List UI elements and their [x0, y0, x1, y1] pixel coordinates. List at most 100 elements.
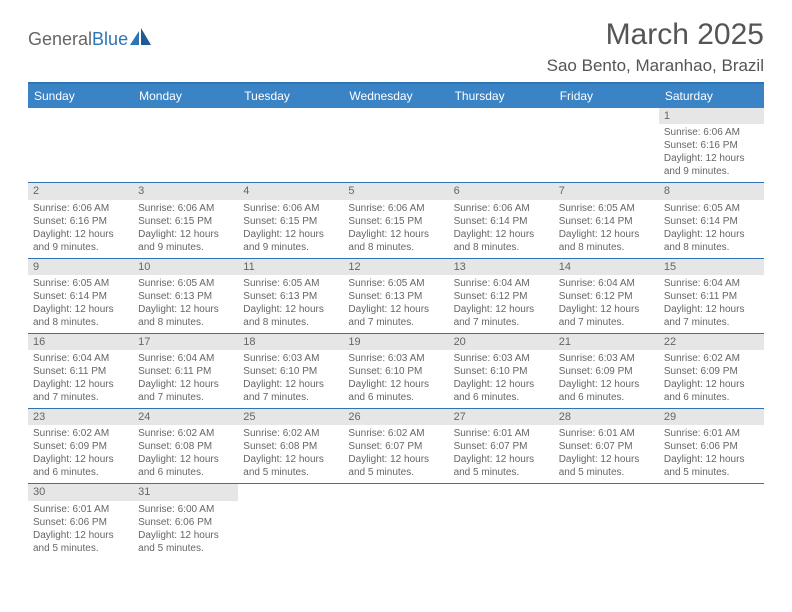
sunrise-line: Sunrise: 6:04 AM — [33, 352, 128, 365]
day-number: 22 — [659, 334, 764, 350]
day-cell: 24Sunrise: 6:02 AMSunset: 6:08 PMDayligh… — [133, 409, 238, 483]
day-body: Sunrise: 6:03 AMSunset: 6:10 PMDaylight:… — [238, 350, 343, 408]
day-number: 2 — [28, 183, 133, 199]
day-number: 6 — [449, 183, 554, 199]
day-number: 24 — [133, 409, 238, 425]
sunset-line: Sunset: 6:13 PM — [348, 290, 443, 303]
week-row: 9Sunrise: 6:05 AMSunset: 6:14 PMDaylight… — [28, 259, 764, 334]
day-body: Sunrise: 6:04 AMSunset: 6:11 PMDaylight:… — [659, 275, 764, 333]
daylight-line-1: Daylight: 12 hours — [559, 453, 654, 466]
day-cell: 6Sunrise: 6:06 AMSunset: 6:14 PMDaylight… — [449, 183, 554, 257]
day-cell: 25Sunrise: 6:02 AMSunset: 6:08 PMDayligh… — [238, 409, 343, 483]
logo: GeneralBlue — [28, 18, 152, 51]
sunrise-line: Sunrise: 6:05 AM — [138, 277, 233, 290]
daylight-line-1: Daylight: 12 hours — [243, 453, 338, 466]
day-body: Sunrise: 6:05 AMSunset: 6:13 PMDaylight:… — [238, 275, 343, 333]
daylight-line-1: Daylight: 12 hours — [664, 152, 759, 165]
sunrise-line: Sunrise: 6:03 AM — [559, 352, 654, 365]
header: GeneralBlue March 2025 Sao Bento, Maranh… — [28, 18, 764, 76]
daylight-line-1: Daylight: 12 hours — [348, 378, 443, 391]
day-number: 5 — [343, 183, 448, 199]
day-cell — [554, 484, 659, 558]
weekday-thursday: Thursday — [449, 84, 554, 108]
logo-text-1: General — [28, 29, 92, 50]
day-cell — [238, 484, 343, 558]
day-cell: 1Sunrise: 6:06 AMSunset: 6:16 PMDaylight… — [659, 108, 764, 182]
sunrise-line: Sunrise: 6:02 AM — [664, 352, 759, 365]
sunset-line: Sunset: 6:07 PM — [559, 440, 654, 453]
day-body: Sunrise: 6:06 AMSunset: 6:14 PMDaylight:… — [449, 200, 554, 258]
daylight-line-1: Daylight: 12 hours — [33, 529, 128, 542]
daylight-line-1: Daylight: 12 hours — [33, 453, 128, 466]
day-cell: 29Sunrise: 6:01 AMSunset: 6:06 PMDayligh… — [659, 409, 764, 483]
daylight-line-1: Daylight: 12 hours — [138, 378, 233, 391]
daylight-line-2: and 5 minutes. — [559, 466, 654, 479]
day-number: 20 — [449, 334, 554, 350]
sunset-line: Sunset: 6:07 PM — [348, 440, 443, 453]
daylight-line-1: Daylight: 12 hours — [454, 303, 549, 316]
weekday-saturday: Saturday — [659, 84, 764, 108]
daylight-line-2: and 7 minutes. — [138, 391, 233, 404]
week-row: 1Sunrise: 6:06 AMSunset: 6:16 PMDaylight… — [28, 108, 764, 183]
sunset-line: Sunset: 6:13 PM — [138, 290, 233, 303]
day-cell — [238, 108, 343, 182]
sunrise-line: Sunrise: 6:05 AM — [664, 202, 759, 215]
sunset-line: Sunset: 6:12 PM — [559, 290, 654, 303]
sunrise-line: Sunrise: 6:04 AM — [559, 277, 654, 290]
day-body: Sunrise: 6:02 AMSunset: 6:08 PMDaylight:… — [238, 425, 343, 483]
weekday-monday: Monday — [133, 84, 238, 108]
sunrise-line: Sunrise: 6:01 AM — [559, 427, 654, 440]
day-number: 16 — [28, 334, 133, 350]
day-body: Sunrise: 6:05 AMSunset: 6:13 PMDaylight:… — [343, 275, 448, 333]
day-cell: 7Sunrise: 6:05 AMSunset: 6:14 PMDaylight… — [554, 183, 659, 257]
sunrise-line: Sunrise: 6:00 AM — [138, 503, 233, 516]
weekday-sunday: Sunday — [28, 84, 133, 108]
daylight-line-2: and 9 minutes. — [33, 241, 128, 254]
month-title: March 2025 — [547, 18, 764, 52]
sunrise-line: Sunrise: 6:02 AM — [138, 427, 233, 440]
daylight-line-1: Daylight: 12 hours — [559, 378, 654, 391]
day-number: 28 — [554, 409, 659, 425]
sunset-line: Sunset: 6:06 PM — [664, 440, 759, 453]
weekday-wednesday: Wednesday — [343, 84, 448, 108]
daylight-line-2: and 9 minutes. — [243, 241, 338, 254]
day-number: 29 — [659, 409, 764, 425]
daylight-line-1: Daylight: 12 hours — [243, 228, 338, 241]
day-cell: 11Sunrise: 6:05 AMSunset: 6:13 PMDayligh… — [238, 259, 343, 333]
sunrise-line: Sunrise: 6:04 AM — [454, 277, 549, 290]
sunset-line: Sunset: 6:14 PM — [33, 290, 128, 303]
day-cell — [449, 484, 554, 558]
sunrise-line: Sunrise: 6:06 AM — [243, 202, 338, 215]
daylight-line-2: and 6 minutes. — [348, 391, 443, 404]
day-cell — [343, 484, 448, 558]
day-cell: 20Sunrise: 6:03 AMSunset: 6:10 PMDayligh… — [449, 334, 554, 408]
day-body: Sunrise: 6:01 AMSunset: 6:07 PMDaylight:… — [554, 425, 659, 483]
daylight-line-2: and 5 minutes. — [243, 466, 338, 479]
day-number: 13 — [449, 259, 554, 275]
sunrise-line: Sunrise: 6:06 AM — [348, 202, 443, 215]
sunset-line: Sunset: 6:15 PM — [138, 215, 233, 228]
sunset-line: Sunset: 6:10 PM — [454, 365, 549, 378]
day-number: 14 — [554, 259, 659, 275]
day-number: 19 — [343, 334, 448, 350]
daylight-line-2: and 7 minutes. — [243, 391, 338, 404]
day-body: Sunrise: 6:04 AMSunset: 6:12 PMDaylight:… — [554, 275, 659, 333]
day-number: 25 — [238, 409, 343, 425]
daylight-line-2: and 7 minutes. — [454, 316, 549, 329]
day-number: 1 — [659, 108, 764, 124]
day-body: Sunrise: 6:06 AMSunset: 6:16 PMDaylight:… — [659, 124, 764, 182]
sunset-line: Sunset: 6:06 PM — [138, 516, 233, 529]
day-body: Sunrise: 6:04 AMSunset: 6:11 PMDaylight:… — [28, 350, 133, 408]
daylight-line-2: and 7 minutes. — [664, 316, 759, 329]
day-number: 8 — [659, 183, 764, 199]
day-body: Sunrise: 6:06 AMSunset: 6:15 PMDaylight:… — [133, 200, 238, 258]
day-cell — [28, 108, 133, 182]
day-number: 4 — [238, 183, 343, 199]
day-body: Sunrise: 6:05 AMSunset: 6:14 PMDaylight:… — [554, 200, 659, 258]
sunset-line: Sunset: 6:12 PM — [454, 290, 549, 303]
day-number: 18 — [238, 334, 343, 350]
day-body: Sunrise: 6:02 AMSunset: 6:08 PMDaylight:… — [133, 425, 238, 483]
sunset-line: Sunset: 6:09 PM — [33, 440, 128, 453]
daylight-line-2: and 7 minutes. — [348, 316, 443, 329]
daylight-line-1: Daylight: 12 hours — [664, 378, 759, 391]
